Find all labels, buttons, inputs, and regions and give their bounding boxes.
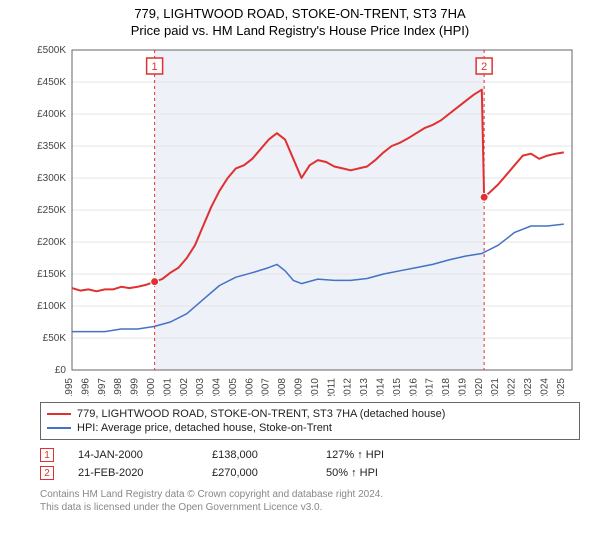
sale-row: 2 21-FEB-2020 £270,000 50% ↑ HPI: [40, 464, 580, 482]
svg-text:£100K: £100K: [37, 301, 66, 312]
sale-marker-icon: 2: [40, 466, 54, 480]
svg-text:2022: 2022: [507, 378, 518, 396]
svg-text:2003: 2003: [195, 378, 206, 396]
footer-line: This data is licensed under the Open Gov…: [40, 501, 580, 514]
footer-note: Contains HM Land Registry data © Crown c…: [40, 488, 580, 514]
svg-text:£150K: £150K: [37, 269, 66, 280]
title-block: 779, LIGHTWOOD ROAD, STOKE-ON-TRENT, ST3…: [0, 0, 600, 42]
title-address: 779, LIGHTWOOD ROAD, STOKE-ON-TRENT, ST3…: [0, 6, 600, 21]
svg-text:2014: 2014: [375, 378, 386, 396]
svg-text:2023: 2023: [523, 378, 534, 396]
svg-text:2001: 2001: [162, 378, 173, 396]
svg-text:£350K: £350K: [37, 141, 66, 152]
legend: 779, LIGHTWOOD ROAD, STOKE-ON-TRENT, ST3…: [40, 402, 580, 440]
chart-area: £0 £50K £100K £150K £200K £250K £300K £350K £400…: [20, 42, 580, 396]
svg-text:£450K: £450K: [37, 77, 66, 88]
svg-text:2021: 2021: [490, 378, 501, 396]
svg-text:2025: 2025: [556, 378, 567, 396]
svg-text:2017: 2017: [425, 378, 436, 396]
chart-container: 779, LIGHTWOOD ROAD, STOKE-ON-TRENT, ST3…: [0, 0, 600, 514]
sale-date: 14-JAN-2000: [78, 449, 188, 461]
svg-text:2011: 2011: [326, 378, 337, 396]
svg-text:2013: 2013: [359, 378, 370, 396]
svg-text:1998: 1998: [113, 378, 124, 396]
sale-date: 21-FEB-2020: [78, 467, 188, 479]
svg-text:2015: 2015: [392, 378, 403, 396]
svg-text:1999: 1999: [130, 378, 141, 396]
svg-text:2006: 2006: [244, 378, 255, 396]
legend-label: 779, LIGHTWOOD ROAD, STOKE-ON-TRENT, ST3…: [77, 408, 445, 420]
svg-text:1: 1: [152, 61, 158, 73]
svg-text:£50K: £50K: [43, 333, 67, 344]
svg-text:2: 2: [481, 61, 487, 73]
svg-text:2019: 2019: [457, 378, 468, 396]
sale-hpi: 50% ↑ HPI: [326, 467, 446, 479]
svg-text:2024: 2024: [539, 378, 550, 396]
footer-line: Contains HM Land Registry data © Crown c…: [40, 488, 580, 501]
svg-text:£400K: £400K: [37, 109, 66, 120]
chart-svg: £0 £50K £100K £150K £200K £250K £300K £350K £400…: [20, 42, 580, 396]
svg-text:2020: 2020: [474, 378, 485, 396]
svg-text:2008: 2008: [277, 378, 288, 396]
legend-row: 779, LIGHTWOOD ROAD, STOKE-ON-TRENT, ST3…: [47, 407, 573, 421]
svg-text:2005: 2005: [228, 378, 239, 396]
sale-price: £138,000: [212, 449, 302, 461]
legend-row: HPI: Average price, detached house, Stok…: [47, 421, 573, 435]
legend-swatch: [47, 427, 71, 429]
title-subtitle: Price paid vs. HM Land Registry's House …: [0, 23, 600, 38]
svg-text:2007: 2007: [261, 378, 272, 396]
svg-text:2002: 2002: [179, 378, 190, 396]
svg-text:2000: 2000: [146, 378, 157, 396]
svg-text:£200K: £200K: [37, 237, 66, 248]
svg-text:2004: 2004: [212, 378, 223, 396]
svg-text:2010: 2010: [310, 378, 321, 396]
svg-text:2016: 2016: [408, 378, 419, 396]
svg-text:1996: 1996: [80, 378, 91, 396]
svg-text:2012: 2012: [343, 378, 354, 396]
sale-hpi: 127% ↑ HPI: [326, 449, 446, 461]
sale-row: 1 14-JAN-2000 £138,000 127% ↑ HPI: [40, 446, 580, 464]
legend-swatch: [47, 413, 71, 415]
svg-text:2018: 2018: [441, 378, 452, 396]
svg-text:1997: 1997: [97, 378, 108, 396]
svg-text:2009: 2009: [294, 378, 305, 396]
sale-price: £270,000: [212, 467, 302, 479]
svg-text:1995: 1995: [64, 378, 75, 396]
svg-text:£500K: £500K: [37, 45, 66, 56]
sales-block: 1 14-JAN-2000 £138,000 127% ↑ HPI 2 21-F…: [40, 446, 580, 482]
sale-marker-icon: 1: [40, 448, 54, 462]
svg-text:£250K: £250K: [37, 205, 66, 216]
svg-text:£300K: £300K: [37, 173, 66, 184]
svg-text:£0: £0: [55, 365, 67, 376]
legend-label: HPI: Average price, detached house, Stok…: [77, 422, 332, 434]
